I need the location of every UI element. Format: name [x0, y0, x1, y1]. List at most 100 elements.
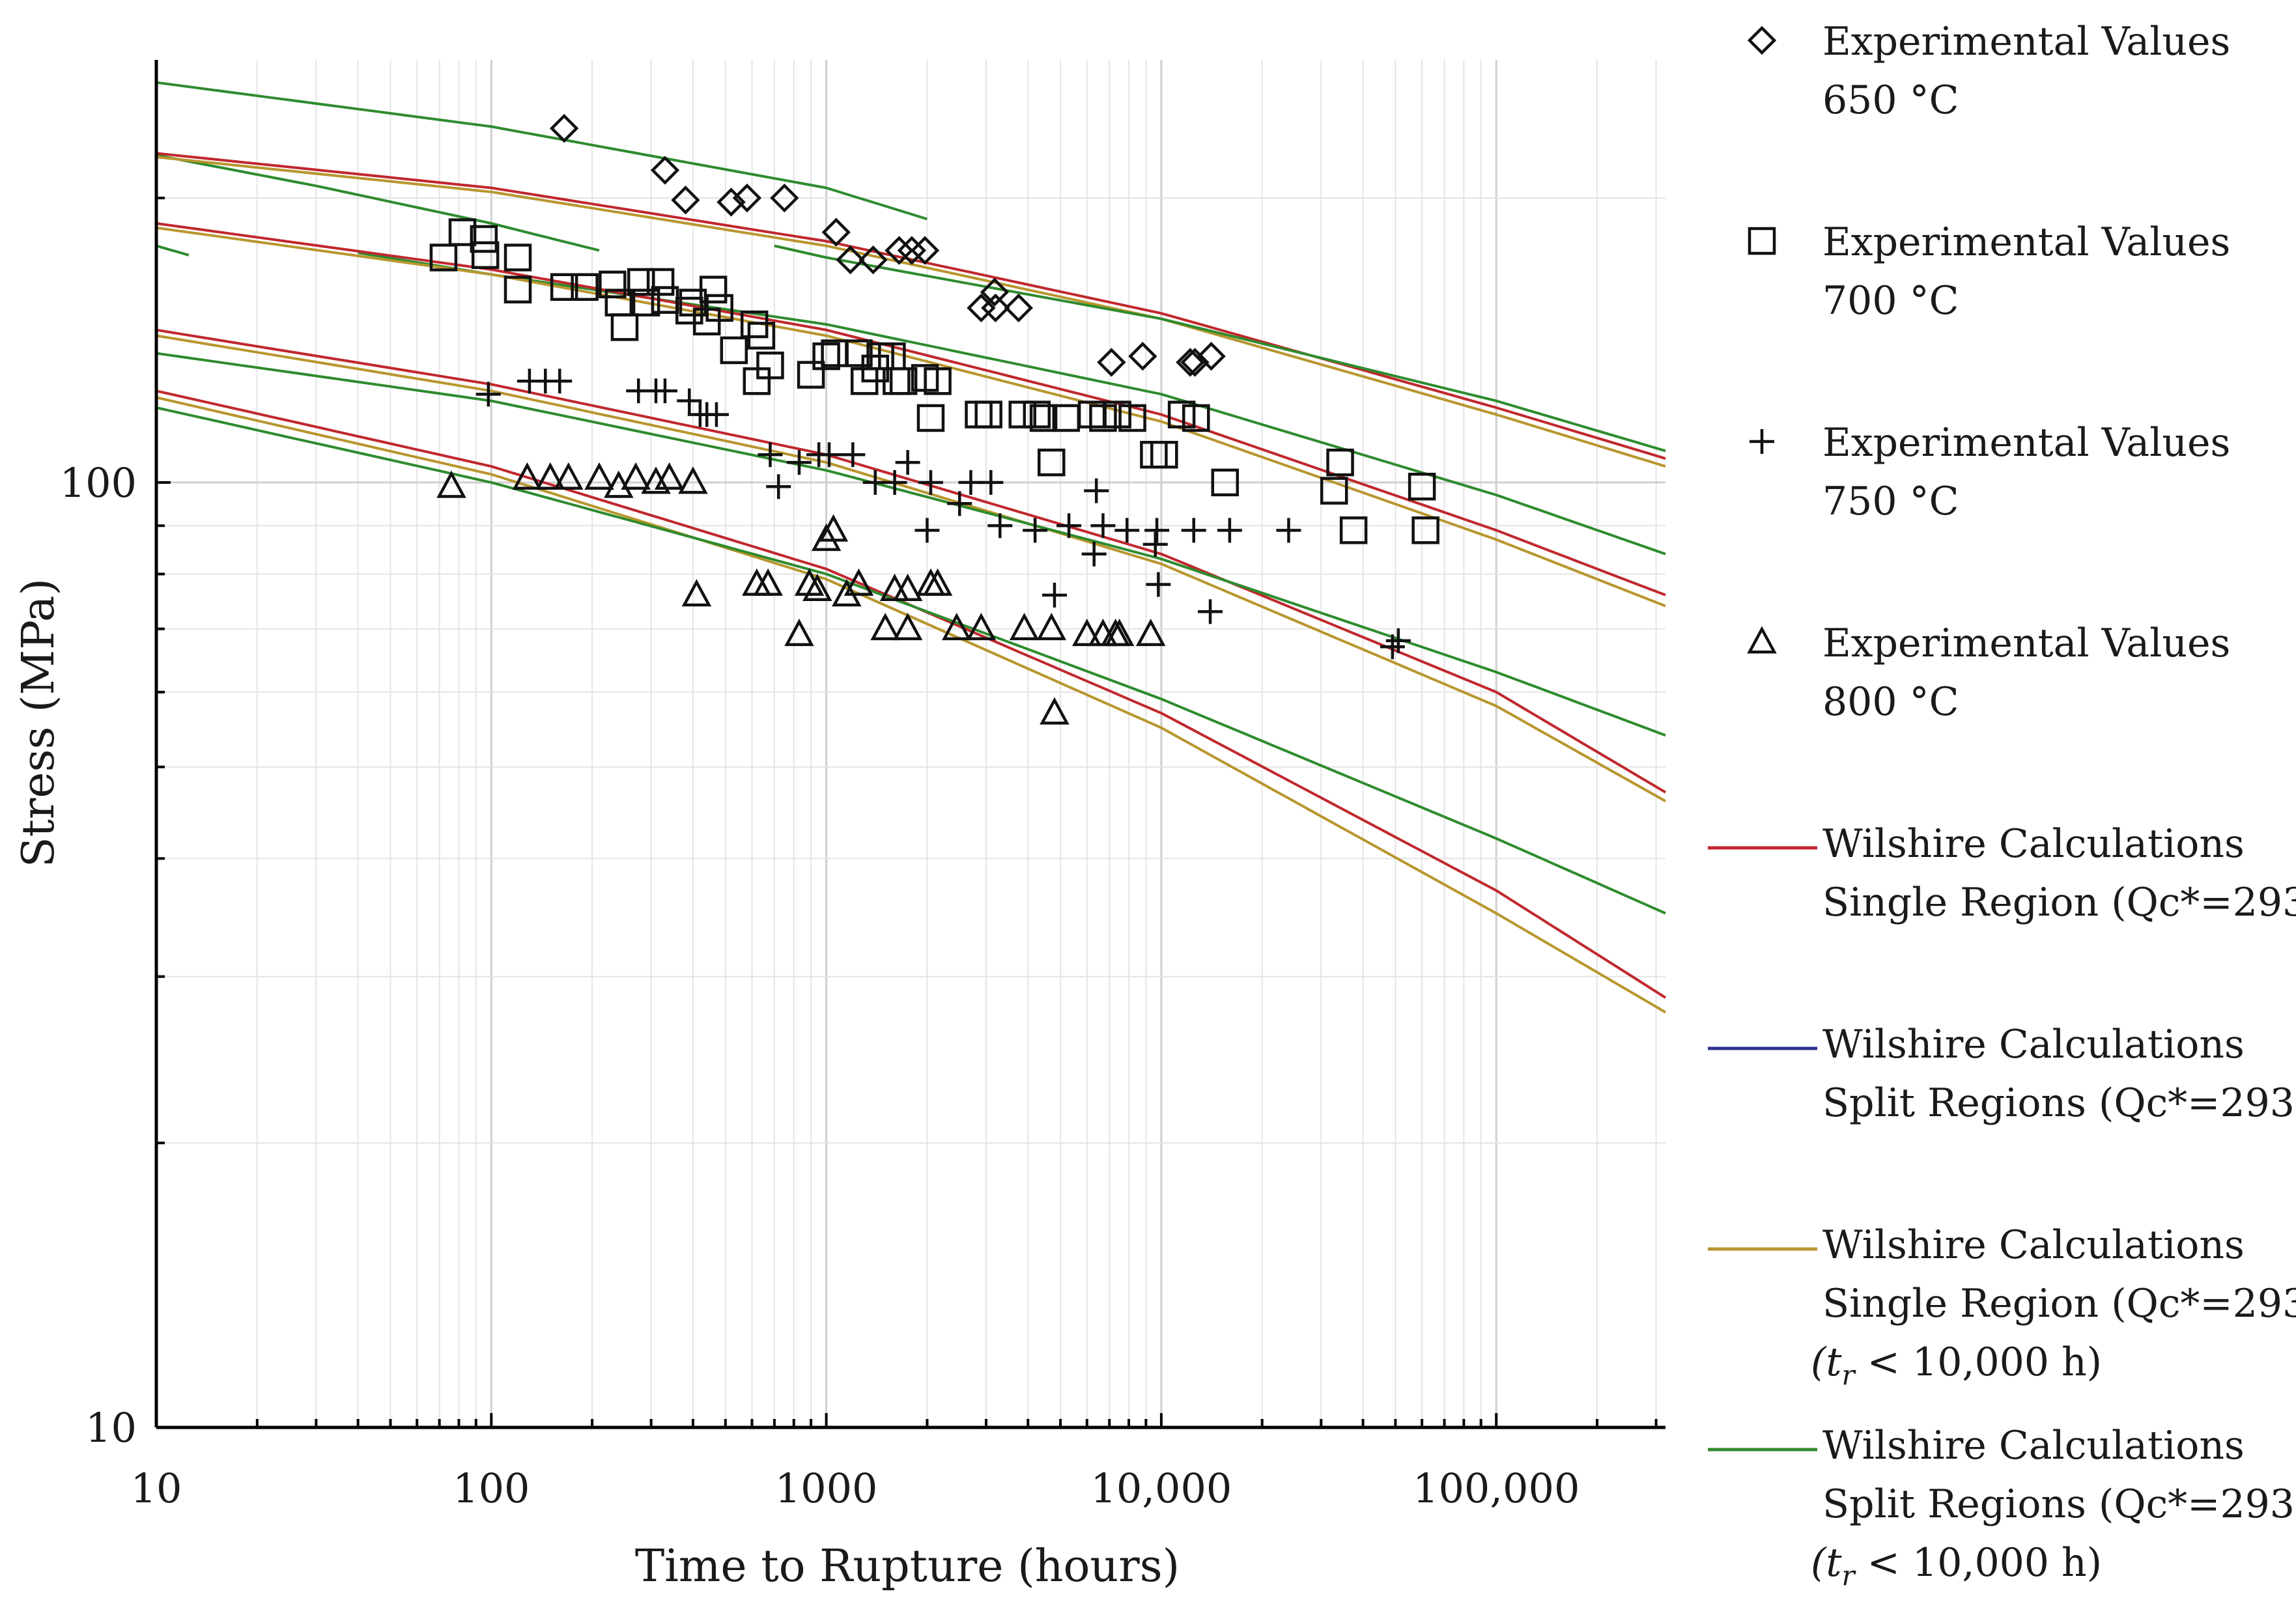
legend-label-line2: Split Regions (Qc*=293)	[1822, 1481, 2296, 1527]
legend-triangle-icon	[1747, 626, 1777, 654]
legend-label-line1: Wilshire Calculations	[1822, 821, 2245, 867]
data-point-square	[705, 294, 733, 322]
data-point-triangle	[1040, 697, 1070, 725]
data-point-plus	[1084, 478, 1109, 503]
data-point-square	[429, 244, 458, 272]
data-point-plus	[1114, 518, 1140, 543]
data-point-plus	[1144, 518, 1170, 543]
data-point-diamond	[1180, 348, 1210, 377]
legend-label-line2: Single Region (Qc*=293)	[1822, 1281, 2296, 1326]
legend-square-icon	[1748, 227, 1776, 255]
legend-label-line1: Experimental Values	[1822, 420, 2230, 466]
data-point-triangle	[784, 619, 814, 647]
data-point-diamond	[1004, 293, 1034, 323]
data-point-triangle	[621, 462, 651, 490]
data-point-square	[747, 322, 776, 350]
curve-single-region-800-c	[156, 389, 1667, 999]
x-tick-label: 100,000	[1413, 1465, 1580, 1512]
data-point-triangle	[654, 462, 685, 490]
data-point-diamond	[549, 113, 579, 143]
data-point-plus	[1056, 513, 1082, 539]
data-point-square	[845, 339, 873, 367]
data-point-square	[699, 275, 728, 303]
curve-single-region-750-c	[156, 328, 1667, 794]
data-point-diamond	[1128, 341, 1157, 371]
legend-label-line3: (tr < 10,000 h)	[1811, 1540, 2102, 1592]
data-point-plus	[1042, 582, 1067, 608]
legend-entry-7: Wilshire Calculations Single Region (Qc*=…	[1708, 1222, 2296, 1391]
axes	[154, 60, 1665, 1429]
data-point-square	[916, 404, 945, 432]
data-point-triangle	[892, 612, 923, 641]
curve-split-regions-650-c	[774, 244, 1666, 453]
data-point-square	[1411, 516, 1439, 544]
legend-entry-5: Wilshire Calculations Single Region (Qc*=…	[1708, 821, 2296, 925]
data-point-triangle	[753, 568, 783, 596]
data-point-square	[571, 273, 599, 302]
data-point-plus	[978, 470, 1004, 495]
data-point-diamond	[1197, 341, 1226, 371]
data-point-plus	[1217, 518, 1242, 543]
data-point-plus	[766, 474, 791, 499]
data-point-diamond	[836, 245, 865, 275]
data-point-triangle	[922, 568, 953, 596]
data-point-square	[974, 400, 1002, 428]
legend-plus-icon	[1750, 429, 1774, 454]
data-point-square	[1326, 448, 1354, 477]
data-point-diamond	[897, 236, 927, 265]
data-point-plus	[758, 442, 783, 468]
legend-label-line1: Wilshire Calculations	[1822, 1423, 2245, 1468]
data-point-plus	[882, 470, 907, 495]
curve-single-region-700-c	[156, 222, 1666, 596]
data-point-diamond	[650, 156, 680, 185]
data-point-triangle	[1036, 612, 1067, 641]
legend-entry-6: Wilshire Calculations Split Regions (Qc*=…	[1708, 1022, 2296, 1126]
data-point-plus	[677, 388, 702, 414]
x-axis-title: Time to Rupture (hours)	[635, 1541, 1180, 1592]
data-point-triangle	[584, 462, 614, 490]
data-point-diamond	[967, 293, 996, 323]
data-point-plus	[1181, 518, 1206, 543]
curve-single-region-tr-10-000-h-800-c	[156, 396, 1667, 1014]
data-point-square	[812, 342, 840, 371]
data-point-triangle	[966, 612, 997, 641]
legend-label-line1: Experimental Values	[1822, 621, 2230, 666]
data-point-plus	[786, 450, 812, 475]
data-point-triangle	[941, 612, 972, 641]
curve-split-regions-800-c	[156, 406, 1666, 915]
data-point-plus	[918, 470, 943, 495]
legend-label-line1: Wilshire Calculations	[1822, 1022, 2245, 1067]
data-point-plus	[947, 491, 972, 516]
data-point-square	[797, 361, 825, 389]
data-point-square	[1029, 404, 1058, 432]
data-point-plus	[987, 513, 1013, 539]
curve-split-regions-750-c	[156, 352, 1666, 737]
data-point-square	[965, 400, 993, 428]
data-point-square	[889, 367, 918, 395]
data-point-square	[1182, 404, 1210, 432]
data-point-triangle	[681, 579, 712, 607]
data-point-plus	[914, 518, 940, 543]
data-point-diamond	[980, 277, 1010, 307]
legend-diamond-icon	[1747, 25, 1777, 55]
data-point-triangle	[843, 568, 874, 596]
y-axis-title: Stress (MPa)	[13, 578, 64, 867]
data-point-diamond	[981, 293, 1010, 323]
data-point-square	[924, 367, 952, 395]
data-point-square	[720, 336, 748, 365]
curve-single-region-tr-10-000-h-750-c	[156, 334, 1666, 803]
curve-split-regions-tr-10-000-h-700-c-a-	[156, 244, 190, 257]
data-point-diamond	[770, 183, 799, 213]
data-point-square	[470, 225, 498, 253]
grid	[155, 60, 1665, 1429]
data-point-plus	[1023, 518, 1048, 543]
data-point-square	[610, 313, 639, 341]
curves-layer	[156, 81, 1667, 1014]
data-point-square	[1150, 440, 1178, 469]
data-point-plus	[1081, 541, 1107, 567]
data-point-plus	[1380, 634, 1405, 660]
data-point-square	[1023, 400, 1051, 428]
data-point-square	[471, 241, 500, 270]
data-point-triangle	[535, 462, 565, 490]
